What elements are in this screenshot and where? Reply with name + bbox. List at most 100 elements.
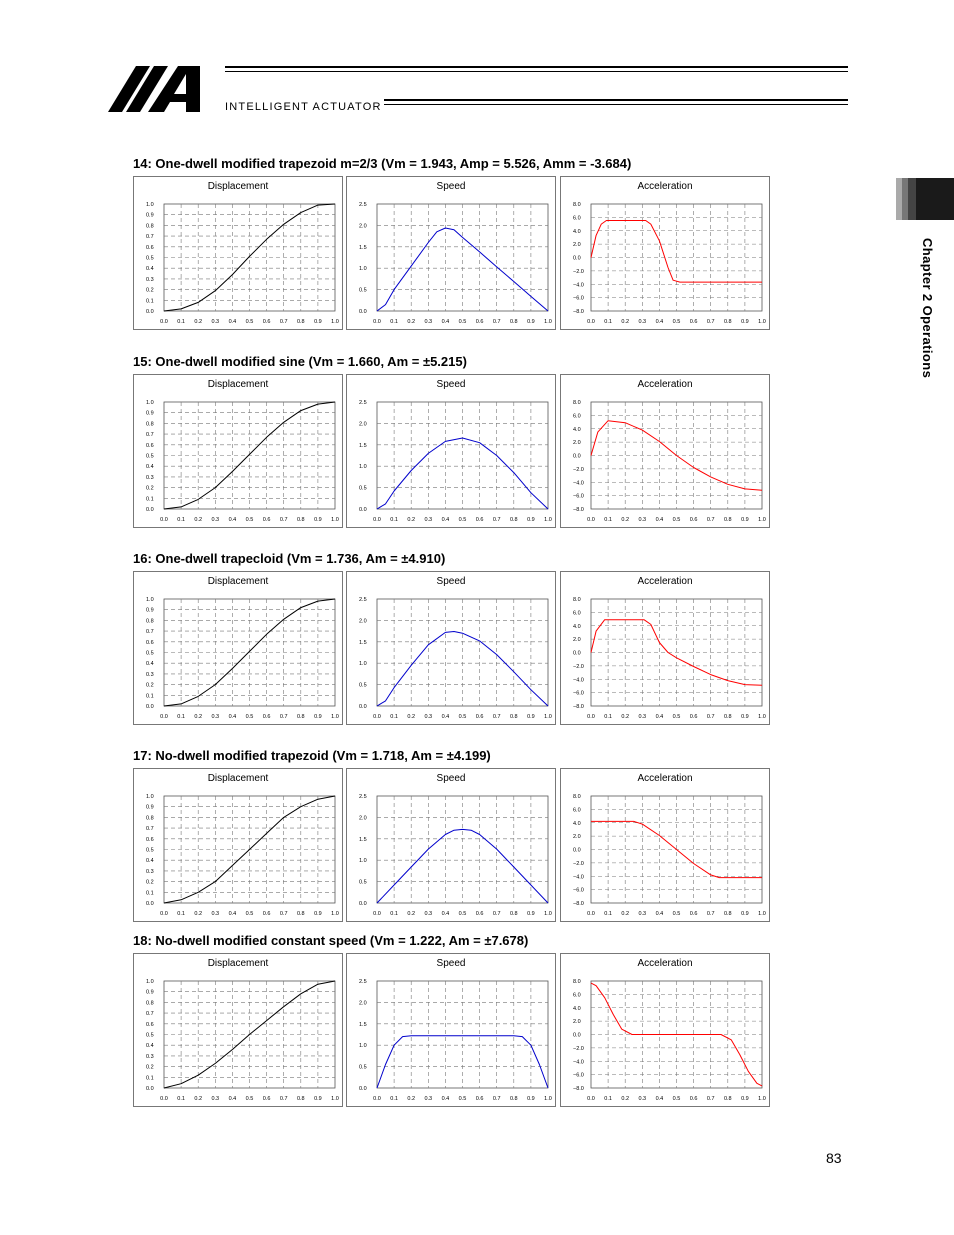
x-tick-label: 0.1	[390, 319, 398, 325]
x-tick-label: 0.5	[459, 714, 467, 720]
y-tick-label: 2.0	[573, 637, 581, 643]
x-tick-label: 0.8	[297, 714, 305, 720]
x-tick-label: 1.0	[544, 1096, 552, 1102]
chart-panel-acceleration: Acceleration 0.0 0.1 0.2 0.3 0.4 0.5 0.6 0.7 0.8 0…	[560, 374, 770, 528]
y-tick-label: 0.0	[573, 256, 581, 262]
x-tick-label: 0.0	[587, 319, 595, 325]
x-tick-label: 0.3	[638, 517, 646, 523]
y-tick-label: 0.0	[146, 507, 154, 513]
x-tick-label: 0.0	[587, 517, 595, 523]
x-tick-label: 0.7	[707, 911, 715, 917]
series-line	[590, 619, 763, 686]
x-tick-label: 0.8	[510, 517, 518, 523]
y-tick-label: 0.0	[573, 1033, 581, 1039]
y-tick-label: 0.6	[146, 1022, 154, 1028]
chart-svg: 0.0 0.1 0.2 0.3 0.4 0.5 0.6 0.7 0.8 0.9 1.0 8.0 6.0 4…	[573, 597, 766, 720]
chart-svg: 0.0 0.1 0.2 0.3 0.4 0.5 0.6 0.7 0.8 0.9 1.0 0.0 0.5 1…	[359, 979, 552, 1102]
header-rule-mid	[225, 71, 848, 72]
x-tick-label: 0.1	[177, 1096, 185, 1102]
y-tick-label: −2.0	[573, 861, 584, 867]
x-tick-label: 0.2	[194, 911, 202, 917]
x-tick-label: 0.0	[587, 714, 595, 720]
y-tick-label: 0.6	[146, 245, 154, 251]
x-tick-label: 0.0	[587, 1096, 595, 1102]
y-tick-label: −6.0	[573, 494, 584, 500]
y-tick-label: 2.5	[359, 202, 367, 208]
x-tick-label: 0.7	[493, 319, 501, 325]
y-tick-label: 2.0	[573, 440, 581, 446]
y-tick-label: 0.8	[146, 223, 154, 229]
y-tick-label: 0.0	[359, 309, 367, 315]
x-tick-label: 0.4	[656, 517, 664, 523]
x-tick-label: 1.0	[544, 319, 552, 325]
x-tick-label: 0.6	[476, 517, 484, 523]
x-tick-label: 0.9	[527, 911, 535, 917]
x-tick-label: 0.7	[280, 911, 288, 917]
x-tick-label: 0.7	[707, 1096, 715, 1102]
y-tick-label: 1.5	[359, 1022, 367, 1028]
y-tick-label: 4.0	[573, 427, 581, 433]
y-tick-label: 2.0	[359, 421, 367, 427]
x-tick-label: 0.6	[690, 911, 698, 917]
x-tick-label: 0.5	[246, 714, 254, 720]
y-tick-label: 0.0	[573, 651, 581, 657]
x-tick-label: 0.3	[211, 1096, 219, 1102]
chart-svg: 0.0 0.1 0.2 0.3 0.4 0.5 0.6 0.7 0.8 0.9 1.0 8.0 6.0 4…	[573, 794, 766, 917]
x-tick-label: 0.4	[442, 714, 450, 720]
series-line	[376, 828, 549, 904]
chart-title: Speed	[436, 379, 466, 390]
x-tick-label: 0.8	[724, 911, 732, 917]
y-tick-label: 0.0	[146, 704, 154, 710]
x-tick-label: 0.8	[297, 517, 305, 523]
chart-svg: 0.0 0.1 0.2 0.3 0.4 0.5 0.6 0.7 0.8 0.9 1.0 0.0 0.1 0…	[146, 979, 339, 1102]
x-tick-label: 0.2	[194, 714, 202, 720]
x-tick-label: 0.8	[297, 1096, 305, 1102]
x-tick-label: 0.1	[604, 911, 612, 917]
y-tick-label: −4.0	[573, 874, 584, 880]
y-tick-label: 0.8	[146, 421, 154, 427]
x-tick-label: 0.2	[194, 1096, 202, 1102]
x-tick-label: 0.6	[690, 714, 698, 720]
series-line	[376, 631, 549, 707]
chart-panel-acceleration: Acceleration 0.0 0.1 0.2 0.3 0.4 0.5 0.6 0.7 0.8 0…	[560, 571, 770, 725]
y-tick-label: 0.0	[359, 901, 367, 907]
x-tick-label: 0.0	[373, 1096, 381, 1102]
x-tick-label: 0.5	[673, 911, 681, 917]
y-tick-label: 2.0	[359, 223, 367, 229]
x-tick-label: 0.6	[690, 319, 698, 325]
y-tick-label: −2.0	[573, 269, 584, 275]
y-tick-label: −4.0	[573, 1059, 584, 1065]
y-tick-label: 0.7	[146, 234, 154, 240]
chart-svg: 0.0 0.1 0.2 0.3 0.4 0.5 0.6 0.7 0.8 0.9 1.0 0.0 0.1 0…	[146, 400, 339, 523]
chart-panel-acceleration: Acceleration 0.0 0.1 0.2 0.3 0.4 0.5 0.6 0.7 0.8 0…	[560, 768, 770, 922]
x-tick-label: 0.8	[297, 911, 305, 917]
x-tick-label: 0.3	[638, 911, 646, 917]
x-tick-label: 1.0	[758, 319, 766, 325]
y-tick-label: 0.2	[146, 1065, 154, 1071]
y-tick-label: 1.5	[359, 245, 367, 251]
x-tick-label: 0.0	[373, 714, 381, 720]
x-tick-label: 0.9	[741, 911, 749, 917]
y-tick-label: 2.5	[359, 979, 367, 985]
y-tick-label: 0.9	[146, 608, 154, 614]
y-tick-label: 1.0	[146, 400, 154, 406]
x-tick-label: 0.3	[211, 714, 219, 720]
y-tick-label: 0.0	[573, 848, 581, 854]
y-tick-label: 1.0	[359, 266, 367, 272]
x-tick-label: 0.2	[621, 714, 629, 720]
x-tick-label: 0.6	[263, 1096, 271, 1102]
x-tick-label: 0.6	[263, 714, 271, 720]
page-number: 83	[826, 1150, 842, 1166]
x-tick-label: 0.4	[442, 1096, 450, 1102]
chart-panel-speed: Speed 0.0 0.1 0.2 0.3 0.4 0.5 0.6 0.7 0.8 0.9 1.0 0.…	[346, 374, 556, 528]
chart-panel-displacement: Displacement 0.0 0.1 0.2 0.3 0.4 0.5 0.6 0.7 0.8 0…	[133, 953, 343, 1107]
x-tick-label: 0.3	[211, 319, 219, 325]
y-tick-label: 1.0	[146, 979, 154, 985]
series-line	[590, 420, 763, 491]
x-tick-label: 1.0	[544, 911, 552, 917]
x-tick-label: 0.9	[314, 714, 322, 720]
x-tick-label: 0.4	[229, 319, 237, 325]
y-tick-label: −4.0	[573, 480, 584, 486]
y-tick-label: 2.0	[573, 242, 581, 248]
chart-svg: 0.0 0.1 0.2 0.3 0.4 0.5 0.6 0.7 0.8 0.9 1.0 8.0 6.0 4…	[573, 979, 766, 1102]
